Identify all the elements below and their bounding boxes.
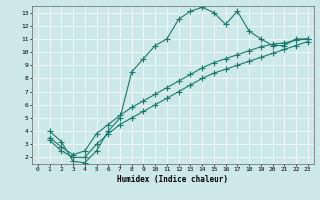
X-axis label: Humidex (Indice chaleur): Humidex (Indice chaleur): [117, 175, 228, 184]
